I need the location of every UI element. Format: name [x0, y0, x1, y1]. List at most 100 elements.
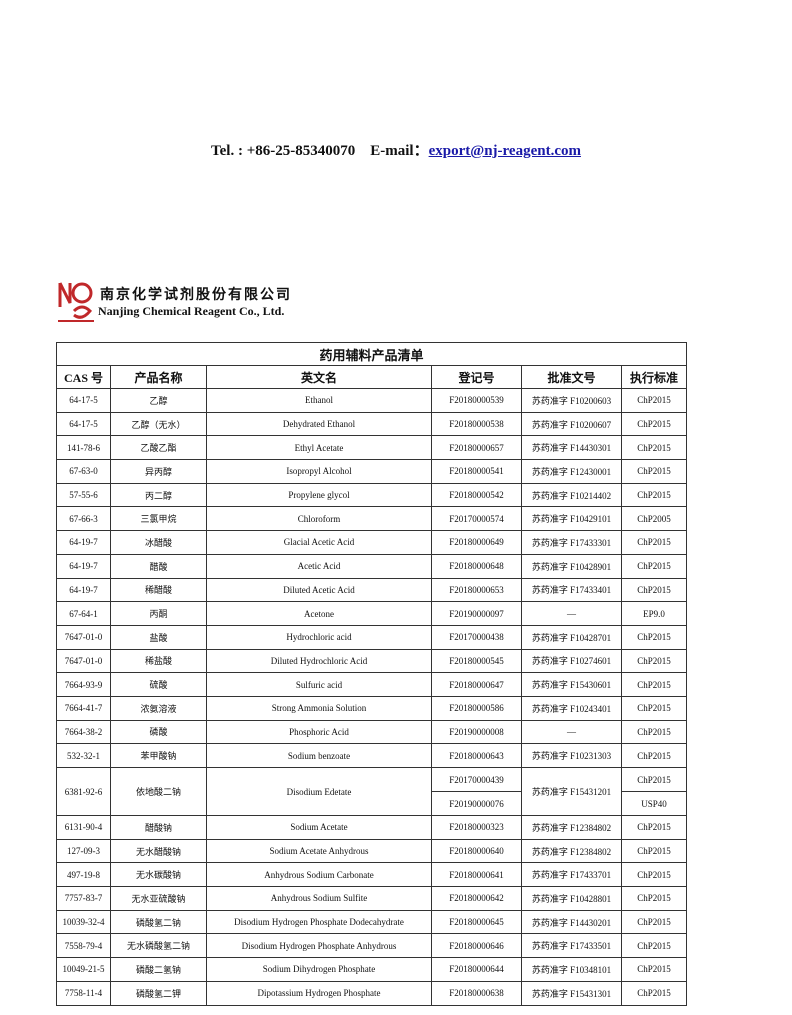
- cas-number: 7757-83-7: [56, 886, 111, 911]
- product-name: 三氯甲烷: [110, 506, 207, 532]
- english-name: Dehydrated Ethanol: [206, 411, 432, 437]
- approval-number: 苏药准字 F12384802: [521, 815, 622, 840]
- product-name: 冰醋酸: [110, 530, 207, 555]
- table-title: 药用辅料产品清单: [55, 342, 688, 366]
- table-row: 141-78-6 乙酸乙酯 Ethyl Acetate F20180000657 苏药准…: [56, 435, 688, 461]
- registration-number: F20180000643: [431, 743, 522, 768]
- approval-number: —: [521, 601, 622, 626]
- approval-number: 苏药准字 F17433501: [521, 933, 622, 959]
- table-row: 57-55-6 丙二醇 Propylene glycol F20180000542 苏药…: [56, 482, 688, 508]
- table-row: 7558-79-4 无水磷酸氢二钠 Disodium Hydrogen Phosph…: [56, 933, 688, 959]
- english-name: Acetone: [206, 601, 432, 626]
- table-row: 7757-83-7 无水亚硫酸钠 Anhydrous Sodium Sulfite F…: [56, 886, 688, 911]
- column-header: 英文名: [206, 365, 432, 389]
- table-row: 7647-01-0 稀盐酸 Diluted Hydrochloric Acid F20…: [56, 648, 688, 674]
- product-name: 依地酸二钠: [110, 767, 207, 816]
- registration-number: F20170000438: [431, 624, 522, 650]
- standard: ChP2015: [620, 886, 688, 911]
- cas-number: 64-17-5: [56, 411, 111, 437]
- registration-number: F20180000539: [431, 388, 522, 413]
- approval-number: 苏药准字 F15431201: [521, 767, 622, 816]
- registration-number: F20180000545: [431, 648, 522, 674]
- registration-number: F20170000574: [431, 506, 522, 532]
- registration-number: F20180000640: [431, 838, 522, 864]
- english-name: Acetic Acid: [206, 553, 432, 579]
- email-link[interactable]: export@nj-reagent.com: [428, 143, 581, 159]
- approval-number: 苏药准字 F10231303: [521, 743, 622, 768]
- standard: ChP2015: [620, 435, 688, 461]
- english-name: Chloroform: [206, 506, 432, 532]
- standard: ChP2015: [620, 862, 688, 888]
- product-name: 磷酸二氢钠: [110, 957, 207, 982]
- approval-number: 苏药准字 F17433301: [521, 530, 622, 555]
- registration-number: F20180000586: [431, 695, 522, 721]
- company-name-cn: 南京化学试剂股份有限公司: [100, 287, 292, 303]
- table-row: 10039-32-4 磷酸氢二钠 Disodium Hydrogen Phospha…: [56, 909, 688, 935]
- registration-number: F20170000439: [431, 767, 522, 792]
- product-name: 磷酸: [110, 719, 207, 745]
- table-row: 7758-11-4 磷酸氢二钾 Dipotassium Hydrogen Phosp…: [56, 980, 688, 1006]
- standard: ChP2015: [620, 767, 688, 792]
- cas-number: 7558-79-4: [56, 933, 111, 959]
- registration-number: F20180000647: [431, 672, 522, 697]
- standard: ChP2015: [620, 980, 688, 1006]
- cas-number: 10049-21-5: [56, 957, 111, 982]
- standard: ChP2015: [620, 530, 688, 555]
- english-name: Dipotassium Hydrogen Phosphate: [206, 980, 432, 1006]
- standard: ChP2005: [620, 506, 688, 532]
- cas-number: 7664-38-2: [56, 719, 111, 745]
- company-logo: [58, 282, 94, 322]
- product-name: 稀醋酸: [110, 577, 207, 603]
- standard: ChP2015: [620, 909, 688, 935]
- approval-number: 苏药准字 F17433701: [521, 862, 622, 888]
- approval-number: 苏药准字 F10214402: [521, 482, 622, 508]
- product-name: 丙酮: [110, 601, 207, 626]
- column-header: CAS 号: [56, 365, 111, 389]
- registration-number: F20180000653: [431, 577, 522, 603]
- standard: ChP2015: [620, 553, 688, 579]
- approval-number: —: [521, 719, 622, 745]
- cas-number: 67-66-3: [56, 506, 111, 532]
- english-name: Anhydrous Sodium Sulfite: [206, 886, 432, 911]
- english-name: Phosphoric Acid: [206, 719, 432, 745]
- standard: ChP2015: [620, 957, 688, 982]
- company-name-en: Nanjing Chemical Reagent Co., Ltd.: [98, 304, 285, 318]
- table-row: 67-66-3 三氯甲烷 Chloroform F20170000574 苏药准字 F1…: [56, 506, 688, 532]
- registration-number: F20180000542: [431, 482, 522, 508]
- approval-number: 苏药准字 F10428901: [521, 553, 622, 579]
- approval-number: 苏药准字 F10243401: [521, 695, 622, 721]
- table-row: 7647-01-0 盐酸 Hydrochloric acid F20170000438…: [56, 624, 688, 650]
- registration-number: F20190000008: [431, 719, 522, 745]
- english-name: Sodium Acetate: [206, 815, 432, 840]
- registration-number: F20180000645: [431, 909, 522, 935]
- table-row: 127-09-3 无水醋酸钠 Sodium Acetate Anhydrous F20…: [56, 838, 688, 864]
- registration-number: F20180000541: [431, 459, 522, 484]
- approval-number: 苏药准字 F10429101: [521, 506, 622, 532]
- cas-number: 67-63-0: [56, 459, 111, 484]
- product-name: 硫酸: [110, 672, 207, 697]
- standard: USP40: [620, 791, 688, 816]
- cas-number: 7647-01-0: [56, 624, 111, 650]
- column-header: 批准文号: [521, 365, 622, 389]
- english-name: Sodium benzoate: [206, 743, 432, 768]
- product-name: 乙醇: [110, 388, 207, 413]
- approval-number: 苏药准字 F12384802: [521, 838, 622, 864]
- cas-number: 497-19-8: [56, 862, 111, 888]
- registration-number: F20180000644: [431, 957, 522, 982]
- standard: ChP2015: [620, 411, 688, 437]
- english-name: Sulfuric acid: [206, 672, 432, 697]
- cas-number: 7758-11-4: [56, 980, 111, 1006]
- english-name: Sodium Dihydrogen Phosphate: [206, 957, 432, 982]
- product-name: 无水磷酸氢二钠: [110, 933, 207, 959]
- approval-number: 苏药准字 F12430001: [521, 459, 622, 484]
- registration-number: F20180000649: [431, 530, 522, 555]
- english-name: Disodium Hydrogen Phosphate Dodecahydrat…: [206, 909, 432, 935]
- approval-number: 苏药准字 F14430201: [521, 909, 622, 935]
- registration-number: F20190000097: [431, 601, 522, 626]
- table-row: 64-19-7 稀醋酸 Diluted Acetic Acid F2018000065…: [56, 577, 688, 603]
- cas-number: 6131-90-4: [56, 815, 111, 840]
- registration-number: F20180000642: [431, 886, 522, 911]
- english-name: Strong Ammonia Solution: [206, 695, 432, 721]
- table-row: 67-64-1 丙酮 Acetone F20190000097— EP9.0: [56, 601, 688, 626]
- english-name: Hydrochloric acid: [206, 624, 432, 650]
